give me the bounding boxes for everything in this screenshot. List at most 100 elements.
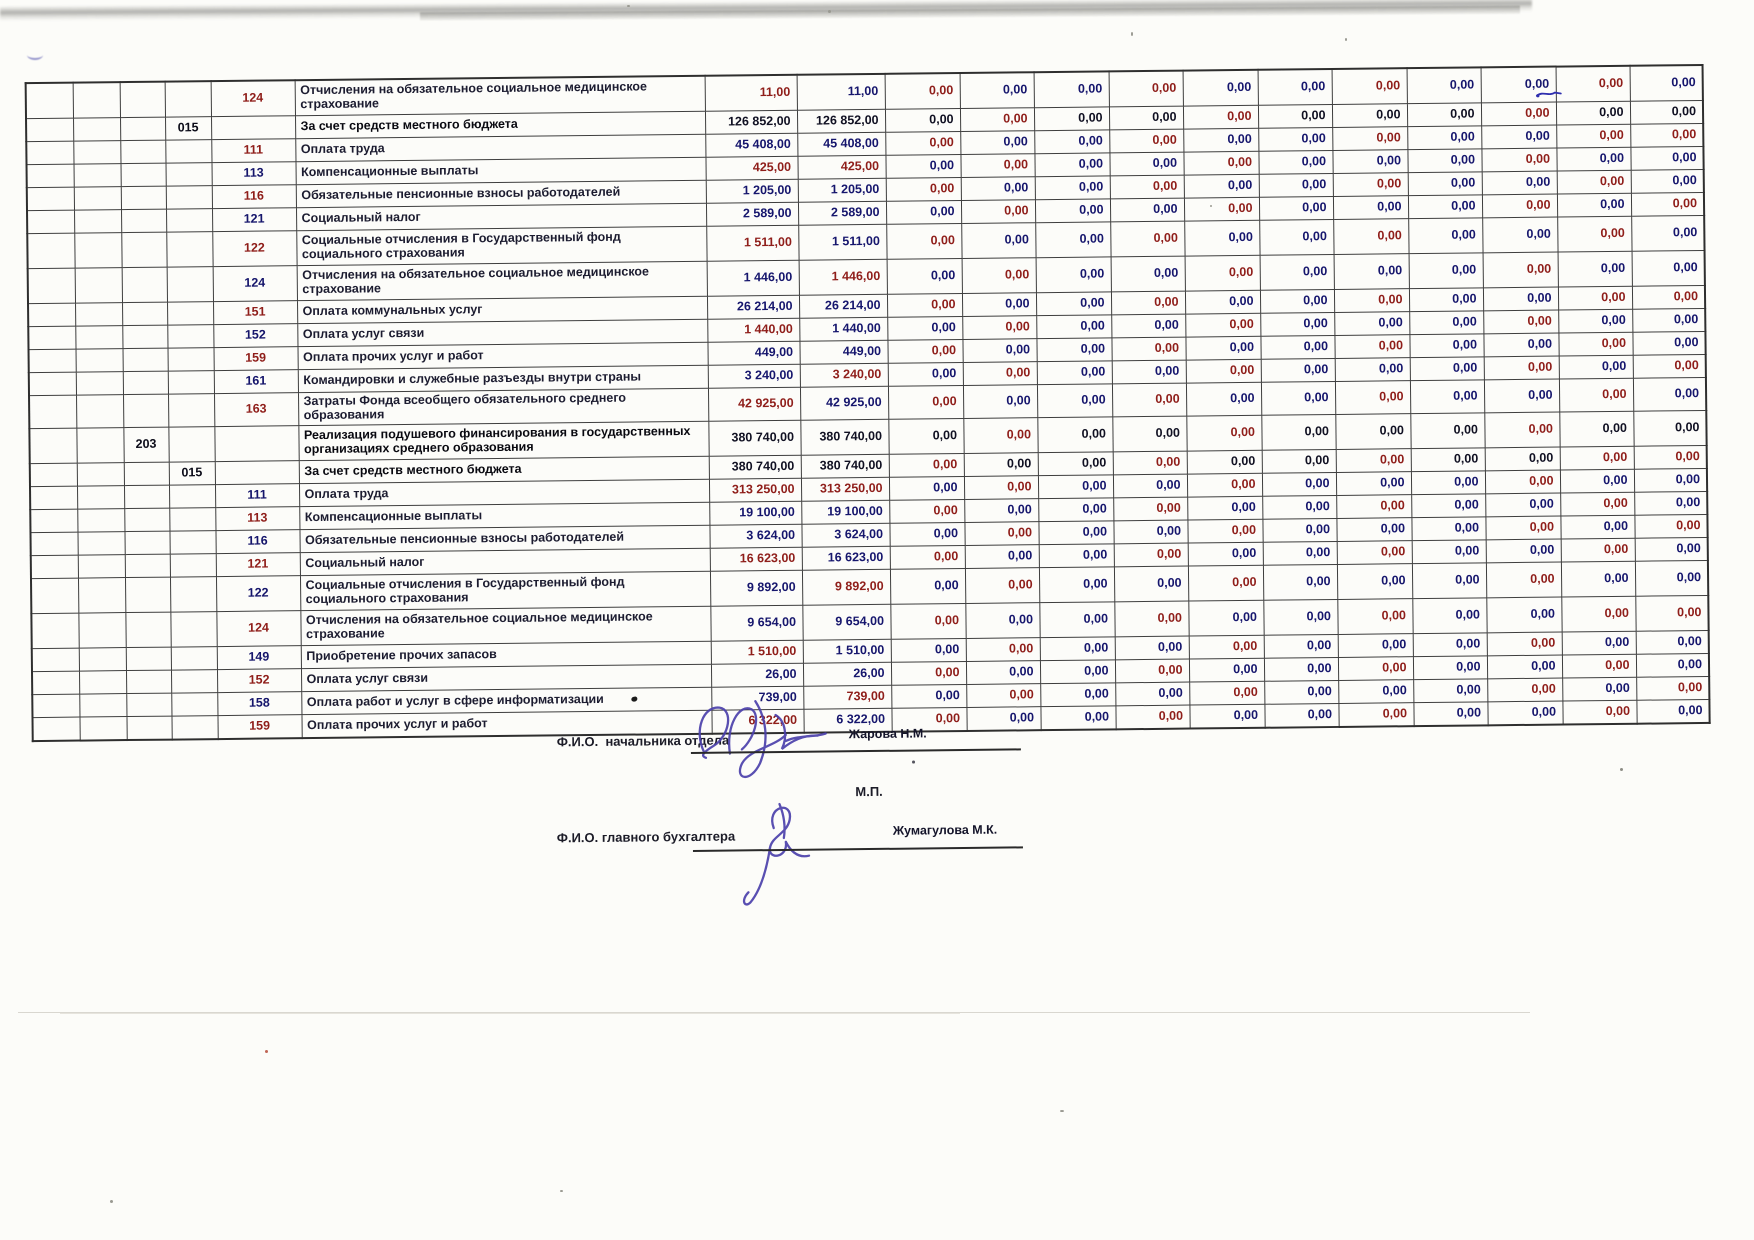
program-code-cell [121, 232, 167, 268]
zero-amount-cell: 0,00 [1112, 473, 1188, 498]
zero-amount-cell: 0,00 [1482, 217, 1558, 253]
zero-amount-cell: 0,00 [885, 200, 962, 225]
head-signature [698, 700, 827, 779]
accountant-name: Жумагулова М.К. [892, 822, 998, 838]
zero-amount-cell: 0,00 [1635, 652, 1710, 677]
zero-amount-cell: 0,00 [1484, 411, 1560, 448]
zero-amount-cell: 0,00 [1258, 127, 1333, 152]
zero-amount-cell: 0,00 [1556, 147, 1631, 172]
subprogram-code-cell [170, 669, 218, 693]
zero-amount-cell: 0,00 [962, 338, 1037, 363]
specific-code-cell: 122 [215, 575, 301, 612]
zero-amount-cell: 0,00 [1262, 494, 1337, 519]
zero-amount-cell: 0,00 [891, 683, 967, 708]
zero-amount-cell: 0,00 [1111, 360, 1186, 384]
zero-amount-cell: 0,00 [1562, 699, 1637, 725]
zero-amount-cell: 0,00 [1630, 123, 1704, 148]
specific-code-cell: 151 [213, 300, 298, 325]
zero-amount-cell: 0,00 [1183, 197, 1260, 222]
program-code-cell [119, 81, 166, 118]
subprogram-code-cell [170, 611, 217, 647]
zero-amount-cell: 0,00 [1482, 252, 1558, 288]
zero-amount-cell: 0,00 [1629, 100, 1704, 125]
zero-amount-cell: 0,00 [1334, 357, 1410, 382]
admin-code-cell [31, 647, 79, 672]
amount-cell: 313 250,00 [800, 476, 890, 501]
specific-code-cell: 124 [216, 610, 301, 647]
zero-amount-cell: 0,00 [1109, 175, 1184, 199]
zero-amount-cell: 0,00 [959, 107, 1035, 132]
zero-amount-cell: 0,00 [1263, 633, 1338, 658]
zero-amount-cell: 0,00 [1407, 171, 1482, 196]
zero-amount-cell: 0,00 [1333, 288, 1410, 313]
zero-amount-cell: 0,00 [1560, 491, 1635, 516]
subprogram-code-cell [166, 208, 213, 233]
zero-amount-cell: 0,00 [963, 475, 1039, 499]
zero-amount-cell: 0,00 [1183, 151, 1259, 176]
institution-code-cell [73, 117, 121, 142]
specific-code-cell: 113 [215, 506, 300, 531]
program-code-cell: 203 [123, 426, 169, 463]
subprogram-code-cell [169, 553, 216, 577]
zero-amount-cell: 0,00 [1188, 634, 1264, 659]
zero-amount-cell: 0,00 [1108, 106, 1184, 130]
amount-cell: 16 623,00 [709, 546, 802, 571]
amount-cell: 380 740,00 [800, 418, 889, 455]
zero-amount-cell: 0,00 [1486, 596, 1562, 633]
zero-amount-cell: 0,00 [1038, 566, 1115, 603]
zero-amount-cell: 0,00 [963, 452, 1038, 476]
zero-amount-cell: 0,00 [888, 417, 964, 454]
zero-amount-cell: 0,00 [887, 362, 963, 387]
amount-cell: 1 205,00 [705, 179, 798, 204]
amount-cell: 9 654,00 [710, 604, 803, 641]
amount-cell: 126 852,00 [704, 110, 798, 135]
admin-code-cell [26, 164, 74, 188]
zero-amount-cell: 0,00 [1407, 148, 1482, 173]
zero-amount-cell: 0,00 [888, 452, 964, 477]
zero-amount-cell: 0,00 [1485, 515, 1561, 540]
zero-amount-cell: 0,00 [1484, 469, 1561, 494]
zero-amount-cell: 0,00 [1631, 250, 1705, 287]
program-code-cell [123, 461, 169, 486]
zero-amount-cell: 0,00 [1188, 657, 1265, 682]
zero-amount-cell: 0,00 [1558, 355, 1633, 380]
zero-amount-cell: 0,00 [1108, 70, 1183, 107]
zero-amount-cell: 0,00 [1037, 474, 1114, 499]
zero-amount-cell: 0,00 [1562, 676, 1637, 701]
zero-amount-cell: 0,00 [887, 316, 963, 341]
specific-code-cell: 124 [210, 80, 295, 117]
specific-code-cell: 113 [211, 161, 296, 186]
subprogram-code-cell: 015 [168, 461, 215, 485]
zero-amount-cell: 0,00 [1037, 451, 1113, 476]
zero-amount-cell: 0,00 [1033, 106, 1110, 131]
zero-amount-cell: 0,00 [1634, 536, 1708, 561]
zero-amount-cell: 0,00 [964, 567, 1040, 603]
zero-amount-cell: 0,00 [1409, 379, 1485, 414]
amount-cell: 1 511,00 [706, 225, 799, 262]
zero-amount-cell: 0,00 [1189, 680, 1265, 705]
admin-code-cell [29, 485, 78, 510]
zero-amount-cell: 0,00 [963, 417, 1038, 453]
scan-speck [265, 1050, 268, 1053]
program-code-cell [122, 325, 168, 349]
subprogram-code-cell: 015 [165, 116, 212, 141]
institution-code-cell [73, 140, 121, 165]
zero-amount-cell: 0,00 [1258, 196, 1334, 221]
chief-accountant-label: Ф.И.О. главного бухгалтера [556, 828, 736, 846]
zero-amount-cell: 0,00 [1482, 287, 1559, 311]
zero-amount-cell: 0,00 [1114, 635, 1189, 660]
zero-amount-cell: 0,00 [889, 567, 966, 604]
zero-amount-cell: 0,00 [886, 293, 963, 318]
institution-code-cell [74, 232, 122, 269]
zero-amount-cell: 0,00 [961, 257, 1036, 294]
institution-code-cell [79, 693, 127, 717]
institution-code-cell [74, 267, 123, 304]
zero-amount-cell: 0,00 [1483, 356, 1559, 380]
zero-amount-cell: 0,00 [1336, 517, 1412, 541]
subprogram-code-cell [167, 370, 215, 395]
zero-amount-cell: 0,00 [1036, 383, 1113, 418]
program-code-cell [124, 553, 170, 578]
zero-amount-cell: 0,00 [1039, 601, 1115, 638]
admin-code-cell [29, 427, 77, 464]
zero-amount-cell: 0,00 [1336, 494, 1412, 518]
